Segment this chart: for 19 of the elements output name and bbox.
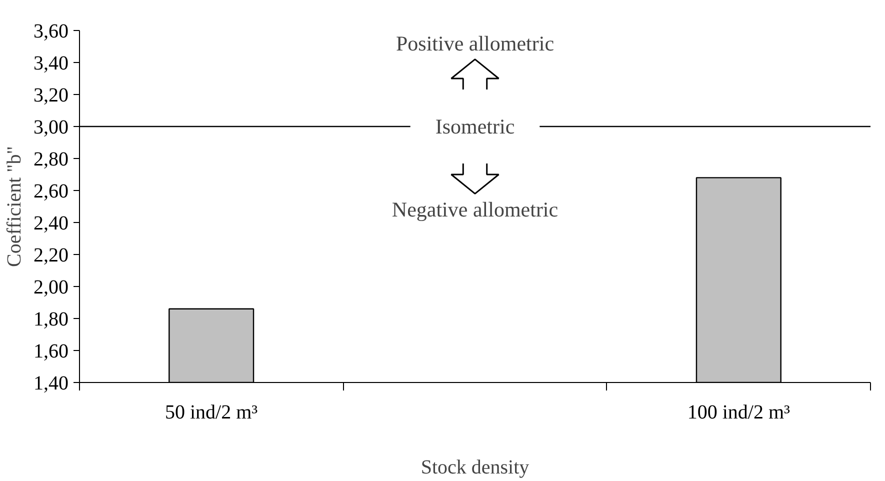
- x-tick-label: 50 ind/2 m³: [165, 402, 258, 424]
- y-axis-title: Coefficient "b": [4, 146, 26, 267]
- y-tick-label: 1,80: [34, 308, 68, 330]
- x-tick-label: 100 ind/2 m³: [687, 402, 790, 424]
- x-axis-title: Stock density: [420, 456, 530, 478]
- ref-line-label: Isometric: [435, 114, 515, 138]
- y-tick-label: 2,40: [34, 212, 68, 234]
- y-tick-label: 3,00: [34, 116, 68, 138]
- y-tick-label: 1,60: [34, 340, 68, 362]
- y-tick-label: 2,20: [34, 244, 68, 266]
- annotation: Positive allometric: [396, 31, 554, 56]
- y-tick-label: 3,20: [34, 84, 68, 106]
- y-tick-label: 2,60: [34, 180, 68, 202]
- y-tick-label: 2,00: [34, 276, 68, 298]
- y-tick-label: 3,40: [34, 52, 68, 74]
- y-tick-label: 1,40: [34, 372, 68, 394]
- y-tick-label: 2,80: [34, 148, 68, 170]
- y-tick-label: 3,60: [34, 20, 68, 42]
- annotation: Negative allometric: [392, 198, 558, 222]
